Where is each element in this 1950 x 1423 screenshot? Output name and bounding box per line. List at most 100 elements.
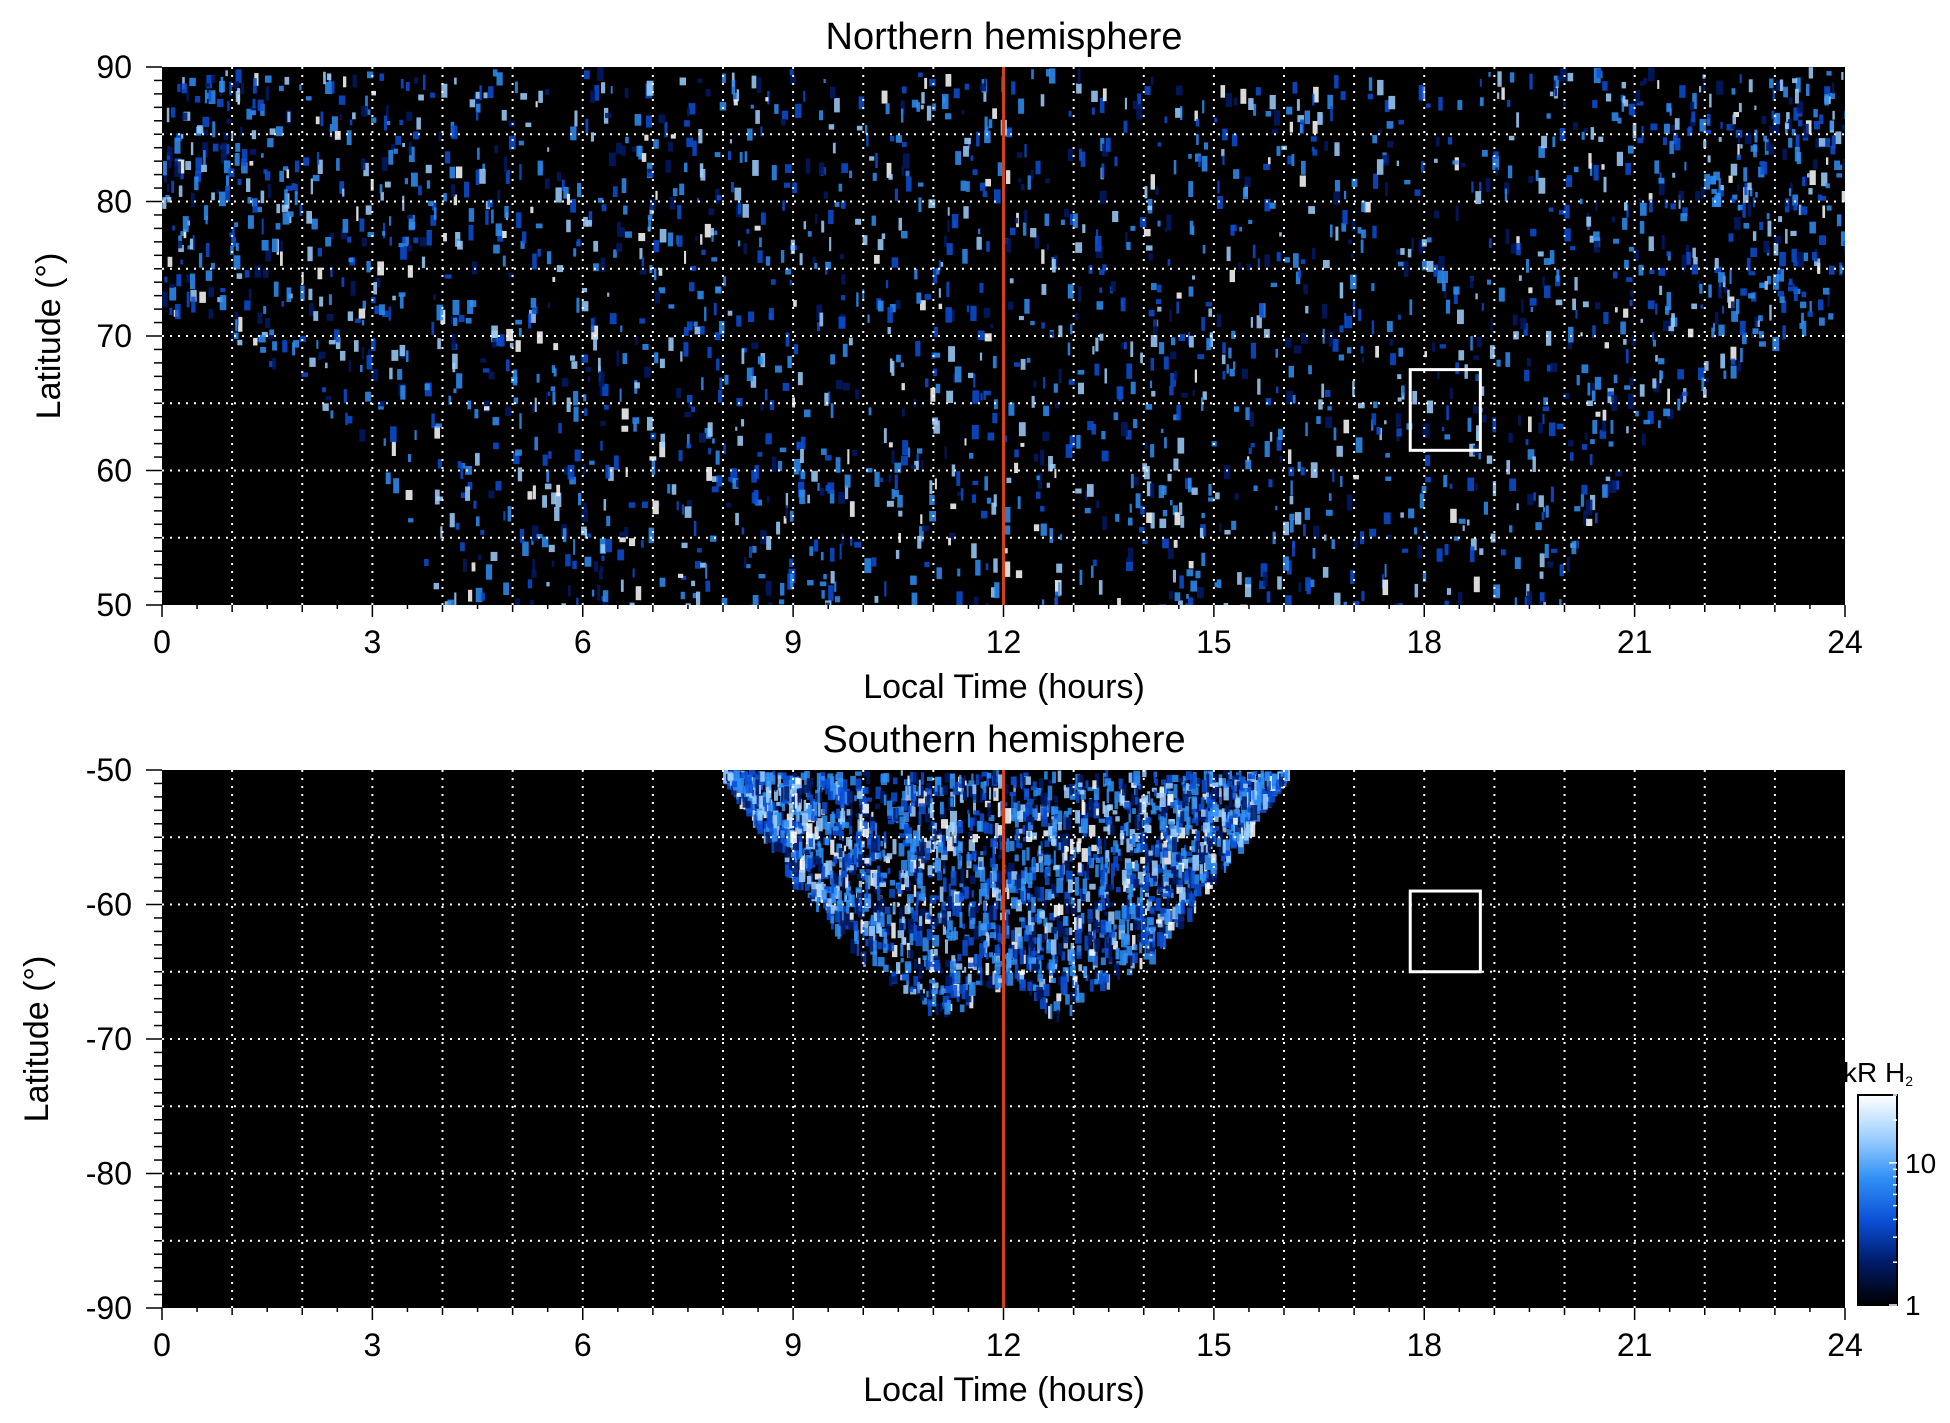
south-emission-cell (1095, 907, 1100, 919)
north-emission-cell (1003, 525, 1011, 535)
north-emission-cell (1128, 517, 1133, 526)
north-emission-cell (714, 230, 718, 235)
south-emission-cell (856, 940, 859, 956)
south-emission-cell (1249, 790, 1253, 801)
north-emission-cell (900, 100, 905, 114)
north-emission-cell (1607, 391, 1613, 397)
north-emission-cell (718, 390, 723, 403)
south-emission-cell (1238, 796, 1245, 801)
north-emission-cell (1648, 193, 1653, 201)
north-emission-cell (792, 182, 798, 194)
north-emission-cell (1334, 592, 1341, 605)
north-emission-cell (561, 603, 566, 605)
south-emission-cell (1032, 781, 1037, 791)
north-emission-cell (841, 274, 846, 285)
south-emission-cell (1194, 874, 1200, 885)
north-emission-cell (1654, 160, 1660, 174)
south-emission-cell (902, 790, 906, 801)
north-emission-cell (1591, 390, 1596, 402)
north-emission-cell (1300, 467, 1305, 476)
north-emission-cell (407, 214, 413, 219)
south-emission-cell (982, 793, 986, 800)
south-emission-cell (1089, 857, 1095, 869)
south-emission-cell (998, 855, 1004, 860)
south-emission-cell (884, 838, 887, 849)
south-emission-cell (1244, 780, 1252, 786)
south-emission-cell (906, 779, 909, 795)
north-emission-cell (212, 121, 216, 138)
north-emission-cell (828, 391, 831, 404)
north-emission-cell (1124, 97, 1127, 110)
north-emission-cell (1245, 407, 1250, 420)
north-emission-cell (1144, 86, 1151, 95)
south-emission-cell (1074, 931, 1082, 944)
south-emission-cell (918, 893, 926, 900)
south-emission-cell (825, 822, 832, 835)
north-emission-cell (911, 592, 918, 605)
south-emission-cell (1223, 785, 1229, 801)
south-emission-cell (812, 801, 815, 814)
south-emission-cell (1053, 865, 1060, 871)
north-emission-cell (902, 153, 910, 169)
north-emission-cell (235, 90, 241, 102)
north-emission-cell (943, 96, 946, 104)
south-emission-cell (752, 777, 757, 788)
south-emission-cell (1029, 960, 1032, 972)
north-emission-cell (1795, 88, 1799, 104)
north-emission-cell (619, 537, 626, 543)
north-emission-cell (1550, 486, 1554, 503)
north-emission-cell (891, 257, 899, 268)
north-emission-cell (527, 579, 533, 589)
north-emission-cell (452, 299, 460, 316)
north-emission-cell (1678, 194, 1681, 209)
south-emission-cell (965, 976, 968, 986)
north-emission-cell (354, 340, 359, 352)
north-emission-cell (1094, 363, 1100, 376)
north-emission-cell (1730, 198, 1736, 203)
north-emission-cell (823, 79, 826, 83)
north-emission-cell (453, 317, 458, 326)
north-emission-cell (1409, 299, 1413, 315)
north-emission-cell (1316, 416, 1321, 424)
north-emission-cell (949, 532, 956, 541)
south-emission-cell (1114, 910, 1121, 920)
south-emission-cell (933, 959, 940, 972)
north-emission-cell (1342, 210, 1348, 225)
north-emission-cell (576, 241, 581, 247)
south-emission-cell (792, 772, 798, 779)
north-emission-cell (359, 429, 366, 442)
south-emission-cell (944, 911, 951, 921)
south-emission-cell (1002, 784, 1009, 795)
north-emission-cell (1174, 370, 1178, 381)
south-emission-cell (739, 794, 746, 810)
north-emission-cell (1078, 382, 1084, 395)
south-emission-cell (862, 786, 869, 794)
north-emission-cell (1426, 400, 1434, 414)
south-emission-cell (1080, 913, 1085, 924)
north-emission-cell (496, 337, 502, 347)
south-emission-cell (992, 847, 996, 859)
north-emission-cell (476, 516, 480, 527)
south-emission-cell (920, 908, 926, 916)
north-emission-cell (457, 240, 463, 250)
north-emission-cell (1068, 379, 1075, 385)
south-emission-cell (880, 912, 885, 927)
north-emission-cell (1115, 513, 1120, 522)
north-emission-cell (1785, 228, 1788, 244)
north-emission-cell (1095, 337, 1099, 352)
south-emission-cell (1173, 784, 1178, 799)
north-emission-cell (1150, 357, 1154, 371)
north-emission-cell (1772, 337, 1780, 352)
north-emission-cell (849, 170, 853, 179)
south-emission-cell (1047, 785, 1053, 801)
north-emission-cell (653, 240, 660, 253)
north-emission-cell (1479, 181, 1482, 192)
south-emission-cell (781, 772, 787, 779)
south-emission-cell (1190, 881, 1195, 889)
south-emission-cell (1006, 884, 1010, 900)
south-emission-cell (1063, 810, 1069, 818)
north-emission-cell (755, 499, 763, 506)
south-emission-cell (1199, 814, 1205, 821)
south-emission-cell (981, 923, 988, 936)
south-emission-cell (946, 929, 954, 938)
